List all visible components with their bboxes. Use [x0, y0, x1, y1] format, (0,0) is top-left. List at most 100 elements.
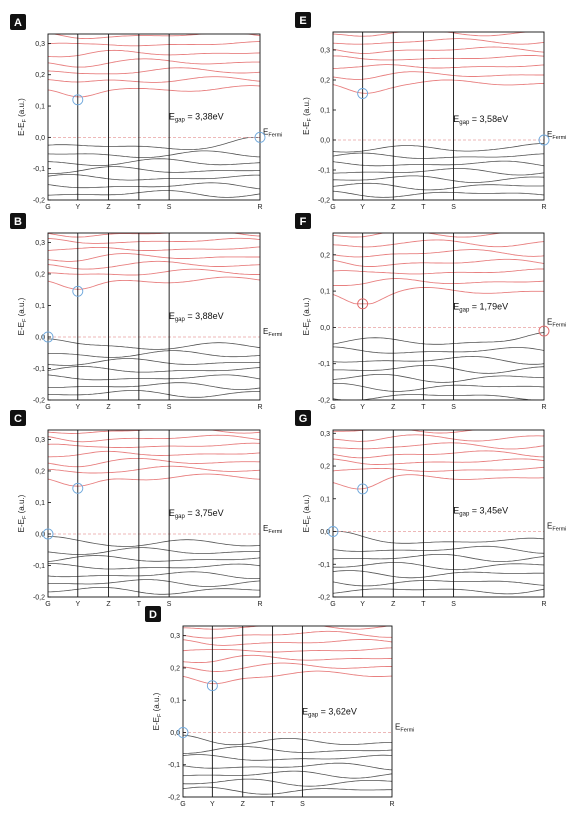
- x-tick-label: S: [451, 601, 456, 608]
- x-tick-label: S: [451, 404, 456, 411]
- conduction-band: [48, 49, 260, 58]
- valence-band: [48, 190, 260, 198]
- panel-letter: E: [299, 15, 306, 27]
- y-tick-label: 0,1: [320, 289, 330, 296]
- band-gap-label: Egap = 3,38eV: [169, 111, 224, 123]
- y-tick-label: -0,1: [318, 562, 330, 569]
- conduction-band: [333, 71, 544, 80]
- x-tick-label: G: [45, 404, 50, 411]
- x-tick-label: T: [137, 601, 142, 608]
- conduction-band: [333, 268, 544, 275]
- x-tick-label: Y: [360, 601, 365, 608]
- y-axis-label: E-EF (a.u.): [302, 494, 313, 532]
- valence-band: [333, 562, 544, 571]
- conduction-band: [183, 654, 392, 664]
- valence-band: [333, 346, 544, 354]
- x-tick-label: S: [167, 204, 172, 211]
- conduction-band: [333, 430, 477, 434]
- fermi-label: EFermi: [547, 130, 566, 141]
- panel-badge: [295, 213, 311, 229]
- conduction-band: [333, 32, 532, 37]
- panel-letter: B: [14, 216, 22, 228]
- y-tick-label: 0,1: [35, 303, 45, 310]
- vbm-marker: [177, 727, 189, 738]
- valence-band: [48, 555, 260, 563]
- band-lines: [48, 34, 260, 198]
- conduction-band: [333, 38, 544, 45]
- valence-band: [48, 365, 260, 373]
- conduction-band: [48, 268, 260, 276]
- cbm-marker: [72, 482, 84, 494]
- valence-band: [48, 350, 260, 358]
- x-tick-label: Z: [391, 601, 396, 608]
- y-tick-label: 0,3: [35, 240, 45, 247]
- conduction-band: [48, 442, 260, 449]
- fermi-label: EFermi: [547, 522, 566, 533]
- y-tick-label: 0,2: [320, 252, 330, 259]
- x-tick-label: T: [421, 204, 426, 211]
- conduction-band: [183, 670, 392, 685]
- x-tick-label: Y: [360, 404, 365, 411]
- band-lines: [333, 430, 544, 595]
- valence-band: [333, 160, 544, 167]
- valence-band: [48, 579, 260, 587]
- conduction-band: [333, 46, 544, 54]
- y-tick-label: -0,1: [318, 168, 330, 175]
- panel-c: C -0,2 -0,1 0,0 0,1 0,2 0,3 G Y Z T S R E-EF (a.u.) Eg…: [10, 410, 282, 608]
- y-axis-label: E-EF (a.u.): [17, 98, 28, 136]
- valence-band: [333, 570, 544, 579]
- y-tick-label: -0,2: [33, 398, 45, 405]
- y-tick-label: -0,2: [33, 595, 45, 602]
- conduction-band: [48, 450, 260, 458]
- x-tick-label: G: [330, 601, 335, 608]
- x-tick-label: Y: [75, 204, 80, 211]
- x-tick-label: R: [257, 204, 262, 211]
- plot-frame: [47, 429, 261, 598]
- valence-band: [48, 137, 260, 150]
- cbm-marker: [357, 298, 369, 310]
- valence-band: [333, 332, 544, 345]
- fermi-label: EFermi: [263, 327, 282, 338]
- x-tick-label: R: [257, 404, 262, 411]
- conduction-band: [333, 466, 544, 472]
- valence-band: [48, 587, 260, 595]
- fermi-label: EFermi: [395, 722, 414, 733]
- conduction-band: [48, 276, 260, 290]
- valence-band: [183, 746, 392, 754]
- valence-band: [183, 762, 392, 771]
- panel-d: D -0,2 -0,1 0,0 0,1 0,2 0,3 G Y Z T S R E-EF (a.u.) Eg…: [145, 606, 414, 808]
- x-tick-label: S: [300, 801, 305, 808]
- conduction-band: [183, 639, 392, 646]
- valence-band: [333, 182, 544, 191]
- panel-letter: C: [14, 413, 22, 425]
- valence-band: [333, 554, 544, 562]
- x-tick-label: Z: [106, 404, 111, 411]
- vbm-marker: [254, 131, 266, 143]
- y-tick-label: -0,2: [33, 198, 45, 205]
- x-tick-label: S: [167, 601, 172, 608]
- y-tick-label: -0,1: [33, 166, 45, 173]
- valence-band: [183, 734, 392, 746]
- y-tick-label: 0,2: [35, 468, 45, 475]
- valence-band: [333, 374, 544, 383]
- y-tick-label: -0,1: [33, 563, 45, 570]
- band-lines: [333, 233, 544, 400]
- y-tick-label: -0,1: [318, 361, 330, 368]
- y-tick-label: -0,2: [168, 795, 180, 802]
- valence-band: [48, 182, 260, 190]
- x-tick-label: G: [330, 404, 335, 411]
- conduction-band: [183, 662, 392, 672]
- panel-badge: [10, 213, 26, 229]
- panel-badge: [10, 410, 26, 426]
- valence-band: [48, 158, 260, 166]
- conduction-band: [48, 457, 260, 468]
- vbm-marker: [538, 325, 550, 337]
- valence-band: [48, 390, 260, 398]
- fermi-label: EFermi: [263, 127, 282, 138]
- conduction-band: [48, 58, 260, 68]
- x-tick-label: T: [137, 204, 142, 211]
- panel-badge: [10, 14, 26, 30]
- conduction-band: [48, 260, 260, 270]
- conduction-band: [48, 85, 260, 98]
- conduction-band: [48, 237, 260, 244]
